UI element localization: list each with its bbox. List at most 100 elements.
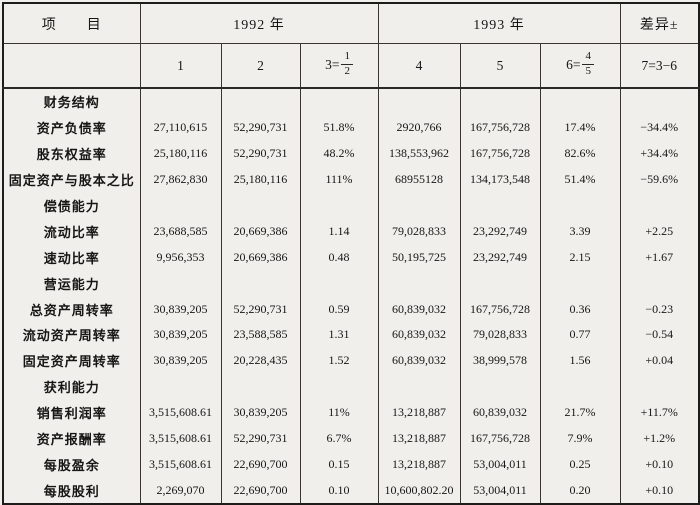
cell-col-3 xyxy=(299,270,379,297)
section-row: 营运能力 xyxy=(2,270,700,297)
cell-col-7: +11.7% xyxy=(619,399,700,426)
cell-col-2: 52,290,731 xyxy=(220,296,301,323)
section-label: 营运能力 xyxy=(2,270,141,297)
cell-col-6: 2.15 xyxy=(539,244,621,271)
cell-col-6: 3.39 xyxy=(539,218,621,245)
cell-col-3: 1.31 xyxy=(299,322,379,348)
cell-col-7: +1.2% xyxy=(619,425,700,452)
cell-col-3: 48.2% xyxy=(299,140,379,167)
section-label: 偿债能力 xyxy=(2,192,141,219)
cell-col-1: 27,110,615 xyxy=(139,114,222,141)
cell-col-2: 25,180,116 xyxy=(220,166,301,193)
cell-col-6: 0.25 xyxy=(539,451,621,478)
header-col-3: 3= 1 2 xyxy=(299,43,379,89)
cell-col-6: 0.20 xyxy=(539,477,621,505)
section-label: 获利能力 xyxy=(2,373,141,400)
cell-col-6 xyxy=(539,270,621,297)
cell-col-1: 30,839,205 xyxy=(139,347,222,374)
cell-col-1: 30,839,205 xyxy=(139,296,222,323)
cell-col-3: 111% xyxy=(299,166,379,193)
cell-col-1: 30,839,205 xyxy=(139,322,222,348)
section-row: 获利能力 xyxy=(2,373,700,400)
header-col-7: 7=3−6 xyxy=(619,43,700,89)
cell-col-2: 52,290,731 xyxy=(220,425,301,452)
table-row: 资产报酬率 3,515,608.61 52,290,731 6.7% 13,218,88… xyxy=(2,425,700,452)
cell-col-2: 20,669,386 xyxy=(220,218,301,245)
cell-col-4: 60,839,032 xyxy=(377,347,461,374)
cell-col-3: 6.7% xyxy=(299,425,379,452)
cell-col-6: 17.4% xyxy=(539,114,621,141)
header-difference: 差异± xyxy=(619,3,700,44)
table-row: 固定资产与股本之比 27,862,830 25,180,116 111% 6895512… xyxy=(2,166,700,193)
table-row: 固定资产周转率 30,839,205 20,228,435 1.52 60,839,03… xyxy=(2,347,700,374)
row-label: 资产负债率 xyxy=(2,114,141,141)
cell-col-3 xyxy=(299,88,379,115)
cell-col-5: 79,028,833 xyxy=(459,322,541,348)
row-label: 固定资产与股本之比 xyxy=(2,166,141,193)
cell-col-6 xyxy=(539,88,621,115)
cell-col-5: 167,756,728 xyxy=(459,140,541,167)
cell-col-2: 22,690,700 xyxy=(220,477,301,505)
table-row: 资产负债率 27,110,615 52,290,731 51.8% 2920,766 16… xyxy=(2,114,700,141)
row-label: 速动比率 xyxy=(2,244,141,271)
cell-col-2: 20,669,386 xyxy=(220,244,301,271)
cell-col-3: 1.14 xyxy=(299,218,379,245)
cell-col-2: 23,588,585 xyxy=(220,322,301,348)
table-row: 每股盈余 3,515,608.61 22,690,700 0.15 13,218,887… xyxy=(2,451,700,478)
cell-col-4: 13,218,887 xyxy=(377,451,461,478)
header-col-5: 5 xyxy=(459,43,541,89)
cell-col-5: 23,292,749 xyxy=(459,218,541,245)
header-item-empty xyxy=(2,43,141,89)
cell-col-5 xyxy=(459,373,541,400)
table-body: 财务结构 资产负债率 27,110,615 52,290,731 51.8% 2920,7… xyxy=(2,88,700,505)
cell-col-4: 68955128 xyxy=(377,166,461,193)
cell-col-6: 1.56 xyxy=(539,347,621,374)
cell-col-4 xyxy=(377,88,461,115)
cell-col-2 xyxy=(220,192,301,219)
cell-col-5: 53,004,011 xyxy=(459,451,541,478)
cell-col-5: 167,756,728 xyxy=(459,114,541,141)
cell-col-1: 27,862,830 xyxy=(139,166,222,193)
cell-col-7 xyxy=(619,192,700,219)
header-col-6: 6= 4 5 xyxy=(539,43,621,89)
cell-col-2 xyxy=(220,373,301,400)
header-year-1992: 1992 年 xyxy=(139,3,379,44)
cell-col-7: +2.25 xyxy=(619,218,700,245)
row-label: 流动资产周转率 xyxy=(2,322,141,348)
cell-col-7: −0.23 xyxy=(619,296,700,323)
cell-col-3: 11% xyxy=(299,399,379,426)
cell-col-7: +0.10 xyxy=(619,451,700,478)
cell-col-7: +0.10 xyxy=(619,477,700,505)
cell-col-3: 0.10 xyxy=(299,477,379,505)
cell-col-5: 38,999,578 xyxy=(459,347,541,374)
cell-col-6: 21.7% xyxy=(539,399,621,426)
table-row: 速动比率 9,956,353 20,669,386 0.48 50,195,725 23,… xyxy=(2,244,700,271)
cell-col-4: 60,839,032 xyxy=(377,322,461,348)
table-row: 销售利润率 3,515,608.61 30,839,205 11% 13,218,887… xyxy=(2,399,700,426)
header-row-groups: 项 目 1992 年 1993 年 差异± xyxy=(2,3,700,44)
cell-col-5: 60,839,032 xyxy=(459,399,541,426)
section-label: 财务结构 xyxy=(2,88,141,115)
cell-col-3: 51.8% xyxy=(299,114,379,141)
cell-col-1: 3,515,608.61 xyxy=(139,399,222,426)
cell-col-7: −59.6% xyxy=(619,166,700,193)
cell-col-3 xyxy=(299,192,379,219)
cell-col-4: 10,600,802.20 xyxy=(377,477,461,505)
cell-col-7 xyxy=(619,88,700,115)
cell-col-3 xyxy=(299,373,379,400)
row-label: 销售利润率 xyxy=(2,399,141,426)
table-header: 项 目 1992 年 1993 年 差异± 1 2 3= 1 2 4 5 6= 4 5 … xyxy=(2,3,700,89)
cell-col-4: 2920,766 xyxy=(377,114,461,141)
row-label: 每股盈余 xyxy=(2,451,141,478)
cell-col-7: −34.4% xyxy=(619,114,700,141)
cell-col-4: 138,553,962 xyxy=(377,140,461,167)
cell-col-5 xyxy=(459,270,541,297)
cell-col-5: 134,173,548 xyxy=(459,166,541,193)
cell-col-7 xyxy=(619,373,700,400)
fraction-prefix: 6= xyxy=(566,57,581,73)
cell-col-2: 20,228,435 xyxy=(220,347,301,374)
cell-col-1: 23,688,585 xyxy=(139,218,222,245)
cell-col-6: 7.9% xyxy=(539,425,621,452)
